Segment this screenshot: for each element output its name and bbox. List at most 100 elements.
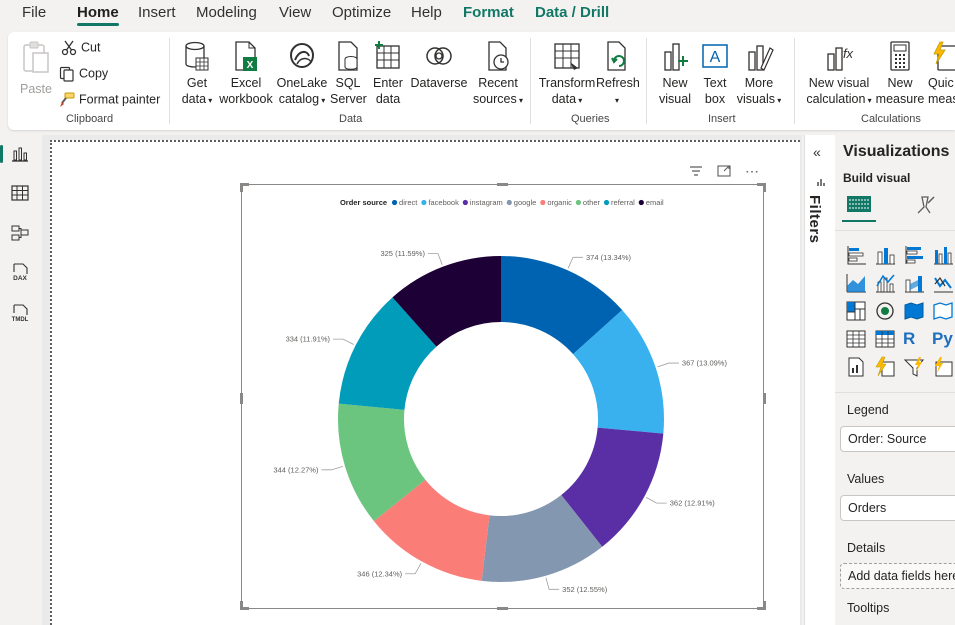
format-painter-button[interactable]: Format painter bbox=[59, 92, 160, 108]
legend-title: Order source bbox=[340, 198, 387, 207]
map-icon[interactable] bbox=[903, 300, 925, 322]
donut-slice-referral[interactable] bbox=[338, 297, 437, 410]
smart-narrative-icon[interactable] bbox=[932, 356, 954, 378]
menu-modeling[interactable]: Modeling bbox=[196, 4, 257, 21]
details-label: Details bbox=[847, 541, 886, 555]
new-visual-button[interactable]: New visual bbox=[653, 40, 697, 107]
cut-button[interactable]: Cut bbox=[61, 40, 100, 56]
table-view-icon[interactable] bbox=[10, 184, 30, 207]
get-data-button[interactable]: Get data ▾ bbox=[176, 40, 218, 109]
clustered-column-chart-icon[interactable] bbox=[932, 244, 954, 266]
more-options-icon[interactable]: ⋯ bbox=[745, 163, 760, 179]
menu-optimize[interactable]: Optimize bbox=[332, 4, 392, 21]
donut-slice-google[interactable] bbox=[481, 495, 603, 582]
resize-handle[interactable] bbox=[757, 183, 766, 186]
legend-item-google[interactable]: google bbox=[506, 198, 537, 207]
donut-chart-visual[interactable]: Order source direct facebook instagram googl… bbox=[241, 184, 764, 609]
details-field-well[interactable]: Add data fields here bbox=[840, 563, 955, 589]
legend-item-facebook[interactable]: facebook bbox=[421, 198, 459, 207]
donut-slice-instagram[interactable] bbox=[561, 427, 664, 547]
collapse-chevron-icon[interactable]: « bbox=[813, 144, 821, 160]
copy-button[interactable]: Copy bbox=[59, 66, 108, 82]
resize-handle[interactable] bbox=[497, 607, 508, 610]
format-visual-tab[interactable] bbox=[914, 193, 938, 222]
new-measure-button[interactable]: New measure bbox=[874, 40, 926, 107]
clustered-bar-chart-icon[interactable] bbox=[903, 244, 925, 266]
legend-item-instagram[interactable]: instagram bbox=[462, 198, 503, 207]
filled-map-icon[interactable] bbox=[932, 300, 954, 322]
resize-handle[interactable] bbox=[763, 601, 766, 610]
excel-workbook-button[interactable]: X Excel workbook bbox=[218, 40, 274, 107]
filters-pane[interactable] bbox=[804, 135, 836, 625]
recent-sources-button[interactable]: Recent sources ▾ bbox=[470, 40, 526, 109]
text-box-button[interactable]: A Text box bbox=[696, 40, 734, 107]
model-view-icon[interactable] bbox=[10, 224, 30, 247]
power-apps-icon[interactable] bbox=[874, 356, 896, 378]
values-field-well[interactable]: Orders bbox=[840, 495, 955, 521]
area-chart-icon[interactable] bbox=[845, 272, 867, 294]
resize-handle[interactable] bbox=[240, 393, 243, 404]
onelake-catalog-button[interactable]: OneLake catalog ▾ bbox=[276, 40, 328, 109]
key-influencers-icon[interactable] bbox=[874, 300, 896, 322]
filters-label[interactable]: Filters bbox=[806, 195, 823, 244]
legend-item-other[interactable]: other bbox=[575, 198, 601, 207]
python-visual-icon[interactable]: Py bbox=[932, 329, 953, 348]
line-clustered-column-icon[interactable] bbox=[874, 272, 896, 294]
paste-button[interactable]: Paste bbox=[18, 40, 54, 96]
treemap-icon[interactable] bbox=[845, 300, 867, 322]
ribbon-chart-icon[interactable] bbox=[903, 272, 925, 294]
power-automate-icon[interactable] bbox=[903, 356, 925, 378]
visual-calculation-icon: fx bbox=[827, 46, 854, 71]
legend-item-referral[interactable]: referral bbox=[603, 198, 635, 207]
legend-item-direct[interactable]: direct bbox=[391, 198, 418, 207]
resize-handle[interactable] bbox=[763, 393, 766, 404]
resize-handle[interactable] bbox=[240, 183, 249, 186]
resize-handle[interactable] bbox=[763, 183, 766, 192]
menu-insert[interactable]: Insert bbox=[138, 4, 176, 21]
menu-file[interactable]: File bbox=[22, 4, 47, 21]
menu-data-drill[interactable]: Data / Drill bbox=[535, 4, 610, 21]
stacked-bar-chart-icon[interactable] bbox=[845, 244, 867, 266]
menu-home[interactable]: Home bbox=[77, 4, 119, 26]
filter-icon[interactable] bbox=[689, 164, 703, 183]
resize-handle[interactable] bbox=[240, 607, 249, 610]
resize-handle[interactable] bbox=[497, 183, 508, 186]
waterfall-chart-icon[interactable] bbox=[932, 272, 954, 294]
resize-handle[interactable] bbox=[240, 183, 243, 192]
menu-format[interactable]: Format bbox=[463, 4, 514, 21]
enter-data-button[interactable]: Enter data bbox=[370, 40, 406, 107]
more-visuals-button[interactable]: More visuals ▾ bbox=[734, 40, 784, 109]
menu-view[interactable]: View bbox=[279, 4, 312, 21]
report-view-icon[interactable] bbox=[10, 145, 30, 168]
donut-slice-other[interactable] bbox=[338, 403, 426, 522]
enter-data-label-1: Enter bbox=[373, 76, 403, 90]
dataverse-button[interactable]: Dataverse bbox=[409, 40, 469, 91]
menu-help[interactable]: Help bbox=[411, 4, 442, 21]
r-script-visual-icon[interactable]: R bbox=[903, 329, 916, 348]
focus-mode-icon[interactable] bbox=[717, 164, 731, 183]
donut-slice-organic[interactable] bbox=[373, 479, 490, 581]
donut-slice-email[interactable] bbox=[392, 256, 501, 347]
resize-handle[interactable] bbox=[240, 601, 243, 610]
new-visual-calculation-button[interactable]: fx New visual calculation ▾ bbox=[806, 40, 872, 109]
resize-handle[interactable] bbox=[757, 607, 766, 610]
paintbrush-icon bbox=[60, 92, 75, 107]
tmdl-view-icon[interactable]: TMDL bbox=[10, 303, 32, 328]
legend-item-email[interactable]: email bbox=[638, 198, 664, 207]
build-visual-tab[interactable] bbox=[842, 190, 876, 222]
refresh-icon bbox=[607, 41, 626, 71]
table-visual-icon[interactable] bbox=[845, 328, 867, 350]
legend-item-organic[interactable]: organic bbox=[540, 198, 572, 207]
refresh-button[interactable]: Refresh ▾ bbox=[596, 40, 640, 109]
legend-field-well[interactable]: Order: Source bbox=[840, 426, 955, 452]
transform-data-button[interactable]: Transform data ▾ bbox=[536, 40, 598, 109]
matrix-visual-icon[interactable] bbox=[874, 328, 896, 350]
paginated-report-icon[interactable] bbox=[845, 356, 867, 378]
sql-server-button[interactable]: SQL Server bbox=[330, 40, 367, 107]
dax-query-view-icon[interactable]: DAX bbox=[10, 262, 32, 287]
donut-slice-facebook[interactable] bbox=[573, 309, 664, 434]
stacked-column-chart-icon[interactable] bbox=[874, 244, 896, 266]
leader-line bbox=[333, 338, 354, 345]
donut-slice-direct[interactable] bbox=[501, 256, 623, 355]
quick-measure-button[interactable]: Quic meas bbox=[928, 40, 955, 107]
